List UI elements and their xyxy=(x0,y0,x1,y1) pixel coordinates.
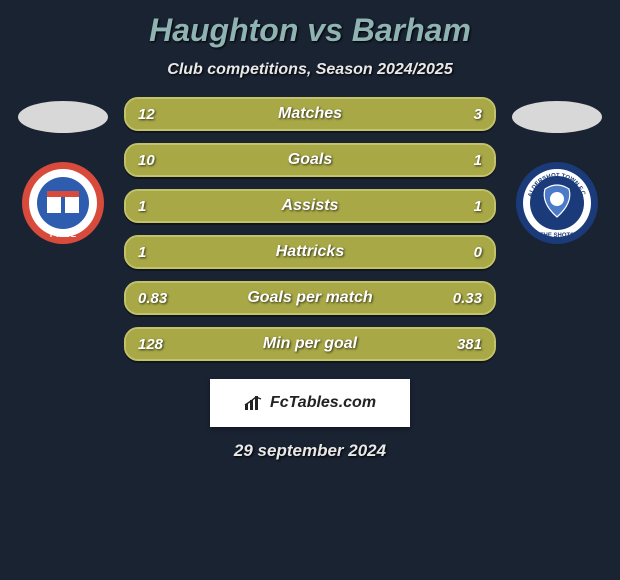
bar-label: Hattricks xyxy=(126,237,494,267)
bar-label: Assists xyxy=(126,191,494,221)
right-side: ALDERSHOT TOWN F.C. THE SHOTS xyxy=(502,97,612,245)
bar-chart-icon xyxy=(244,395,264,411)
svg-text:THE SHOTS: THE SHOTS xyxy=(540,233,574,239)
bar-label: Min per goal xyxy=(126,329,494,359)
logo-text: FcTables.com xyxy=(270,394,376,412)
club-crest-right: ALDERSHOT TOWN F.C. THE SHOTS xyxy=(515,161,599,245)
stat-bar: 11Assists xyxy=(124,189,496,223)
club-crest-left: AFC FYLDE xyxy=(21,161,105,245)
stat-bar: 0.830.33Goals per match xyxy=(124,281,496,315)
player-photo-right xyxy=(512,101,602,133)
bar-label: Matches xyxy=(126,99,494,129)
svg-text:AFC: AFC xyxy=(55,170,72,179)
svg-text:FYLDE: FYLDE xyxy=(50,230,77,239)
fctables-logo[interactable]: FcTables.com xyxy=(210,379,410,427)
stat-bar: 101Goals xyxy=(124,143,496,177)
stat-bar: 123Matches xyxy=(124,97,496,131)
bar-label: Goals xyxy=(126,145,494,175)
bar-label: Goals per match xyxy=(126,283,494,313)
stat-bars: 123Matches 101Goals 11Assists 10Hattricks 0.… xyxy=(118,97,502,373)
left-side: AFC FYLDE xyxy=(8,97,118,245)
comparison-panel: AFC FYLDE 123Matches 101Goals 11Assists 10H… xyxy=(0,97,620,373)
fylde-crest-icon: AFC FYLDE xyxy=(21,161,105,245)
aldershot-crest-icon: ALDERSHOT TOWN F.C. THE SHOTS xyxy=(515,161,599,245)
page-subtitle: Club competitions, Season 2024/2025 xyxy=(0,61,620,79)
player-photo-left xyxy=(18,101,108,133)
comparison-date: 29 september 2024 xyxy=(0,441,620,461)
stat-bar: 10Hattricks xyxy=(124,235,496,269)
page-title: Haughton vs Barham xyxy=(0,0,620,49)
stat-bar: 128381Min per goal xyxy=(124,327,496,361)
